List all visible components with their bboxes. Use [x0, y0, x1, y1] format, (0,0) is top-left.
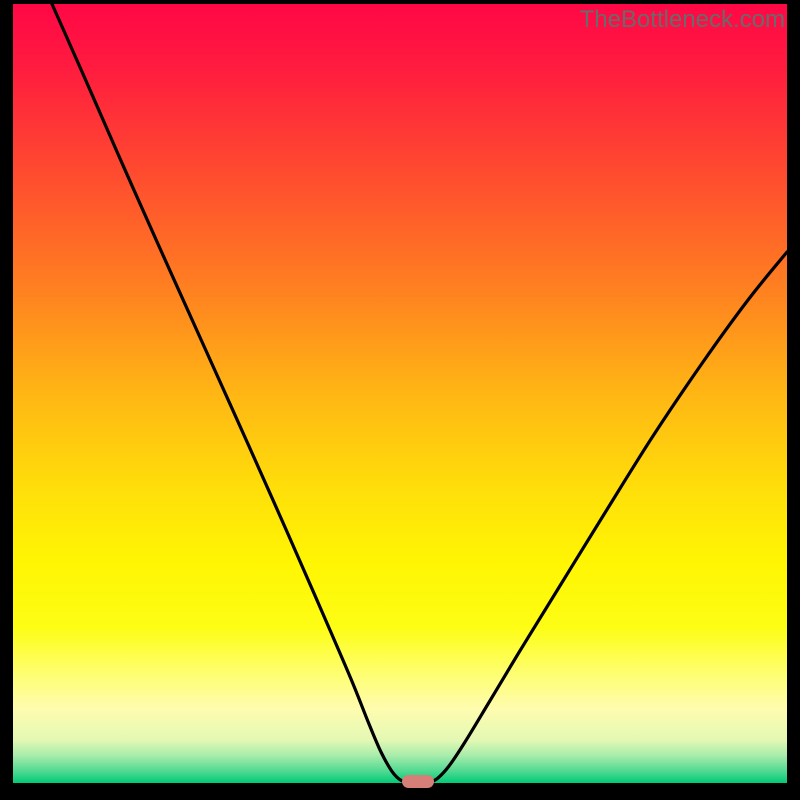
chart-svg [13, 4, 787, 783]
plot-area [13, 4, 787, 783]
gradient-background [13, 4, 787, 783]
minimum-marker [402, 775, 434, 788]
watermark-text: TheBottleneck.com [580, 6, 785, 34]
